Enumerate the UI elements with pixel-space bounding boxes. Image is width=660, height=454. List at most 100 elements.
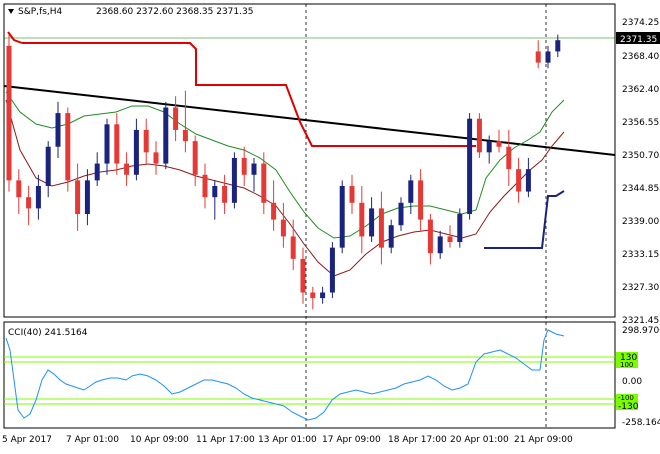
time-label: 21 Apr 09:00 — [514, 435, 573, 445]
price-label: 2356.55 — [622, 118, 659, 128]
price-label: 2374.25 — [622, 18, 659, 28]
price-label: 2333.15 — [622, 250, 659, 260]
candle-bear — [427, 219, 433, 254]
price-label: 2344.85 — [622, 184, 659, 194]
candle-bear — [65, 113, 71, 181]
candle-bear — [378, 208, 384, 248]
candle-bull — [388, 225, 394, 248]
candle-bear — [222, 185, 228, 203]
candle-bear — [418, 180, 424, 220]
time-label: 10 Apr 09:00 — [130, 435, 189, 445]
price-label: 2327.30 — [622, 283, 659, 293]
cci-tag-neg100-text: -100 — [618, 394, 634, 402]
trailing-stop-upper-start — [7, 31, 23, 44]
candle-bull — [231, 157, 237, 203]
triangle-down-icon[interactable] — [8, 9, 14, 14]
candle-bull — [104, 124, 110, 164]
candle-bear — [535, 51, 541, 63]
candle-bear — [26, 197, 32, 209]
candle-bear — [241, 157, 247, 175]
current-price-tag — [616, 32, 660, 44]
candle-bear — [516, 169, 522, 192]
candle-bull — [55, 113, 61, 147]
time-label: 20 Apr 01:00 — [450, 435, 509, 445]
cci-panel-frame — [3, 321, 616, 429]
candle-bear — [349, 185, 355, 203]
price-label: 2321.45 — [622, 316, 659, 326]
sma-slow-line — [5, 99, 565, 277]
price-axis: 2374.25 2368.40 2362.40 2356.55 2350.70 … — [622, 18, 659, 326]
candle-bull — [320, 292, 326, 299]
candle-bear — [447, 236, 453, 243]
cci-tag-neg130 — [616, 401, 638, 410]
current-price-value: 2371.35 — [620, 35, 657, 45]
candle-bear — [280, 219, 286, 237]
cci-tag-100 — [616, 361, 638, 368]
candle-bull — [94, 163, 100, 181]
candle-bull — [398, 202, 404, 226]
time-label: 7 Apr 01:00 — [66, 435, 119, 445]
candle-bear — [506, 146, 512, 170]
candle-bull — [408, 180, 414, 203]
candles-layer — [6, 34, 561, 310]
candle-bull — [525, 169, 531, 192]
candle-bull — [45, 146, 51, 186]
time-label: 11 Apr 17:00 — [196, 435, 255, 445]
chart-ohlc: 2368.60 2372.60 2368.35 2371.35 — [96, 7, 253, 17]
candle-bull — [163, 107, 169, 164]
candle-bear — [114, 124, 120, 164]
sma-fast-line — [5, 91, 565, 239]
candle-bear — [300, 258, 306, 293]
cci-line — [5, 329, 565, 421]
cci-tag-100-text: 100 — [620, 361, 633, 369]
candle-bull — [555, 40, 561, 52]
candle-bull — [467, 118, 473, 215]
candle-bear — [496, 141, 502, 147]
time-label: 18 Apr 17:00 — [388, 435, 447, 445]
cci-title: CCI(40) 241.5164 — [8, 328, 88, 338]
chart-symbol: S&P,fs,H4 — [18, 7, 63, 17]
price-label: 2339.00 — [622, 217, 659, 227]
time-label: 5 Apr 2017 — [2, 435, 52, 445]
candle-bull — [437, 236, 443, 254]
candle-bear — [202, 174, 208, 198]
price-label: 2350.70 — [622, 151, 659, 161]
candle-bull — [35, 185, 41, 209]
candle-bear — [261, 163, 267, 203]
candle-bull — [133, 129, 139, 175]
candle-bear — [173, 107, 179, 130]
candle-bull — [457, 214, 463, 243]
cci-min-label: -258.1646 — [622, 418, 660, 428]
cci-tag-neg100 — [616, 394, 638, 401]
candle-bull — [369, 208, 375, 237]
candle-bear — [143, 129, 149, 153]
candle-bear — [476, 118, 482, 153]
candle-bear — [192, 141, 198, 175]
trailing-stop-upper — [22, 42, 476, 147]
candle-bear — [75, 180, 81, 215]
candle-bear — [271, 202, 277, 220]
candle-bear — [310, 292, 316, 299]
candle-bear — [290, 236, 296, 259]
cci-tag-130 — [616, 352, 638, 361]
candle-bull — [329, 247, 335, 293]
time-label: 17 Apr 09:00 — [322, 435, 381, 445]
trailing-stop-lower — [484, 190, 565, 249]
trendline[interactable] — [3, 85, 616, 156]
cci-tag-neg130-text: -130 — [618, 402, 639, 412]
candle-bear — [182, 129, 188, 142]
candle-bear — [16, 180, 22, 198]
price-label: 2368.40 — [622, 52, 659, 62]
candle-bull — [84, 180, 90, 215]
time-axis: 5 Apr 2017 7 Apr 01:00 10 Apr 09:00 11 A… — [2, 435, 573, 445]
candle-bear — [359, 202, 365, 237]
price-label: 2362.40 — [622, 85, 659, 95]
candle-bull — [251, 163, 257, 175]
candle-bull — [339, 185, 345, 248]
cci-tag-130-text: 130 — [620, 353, 637, 363]
price-panel-frame — [3, 3, 616, 318]
candle-bear — [124, 163, 130, 175]
